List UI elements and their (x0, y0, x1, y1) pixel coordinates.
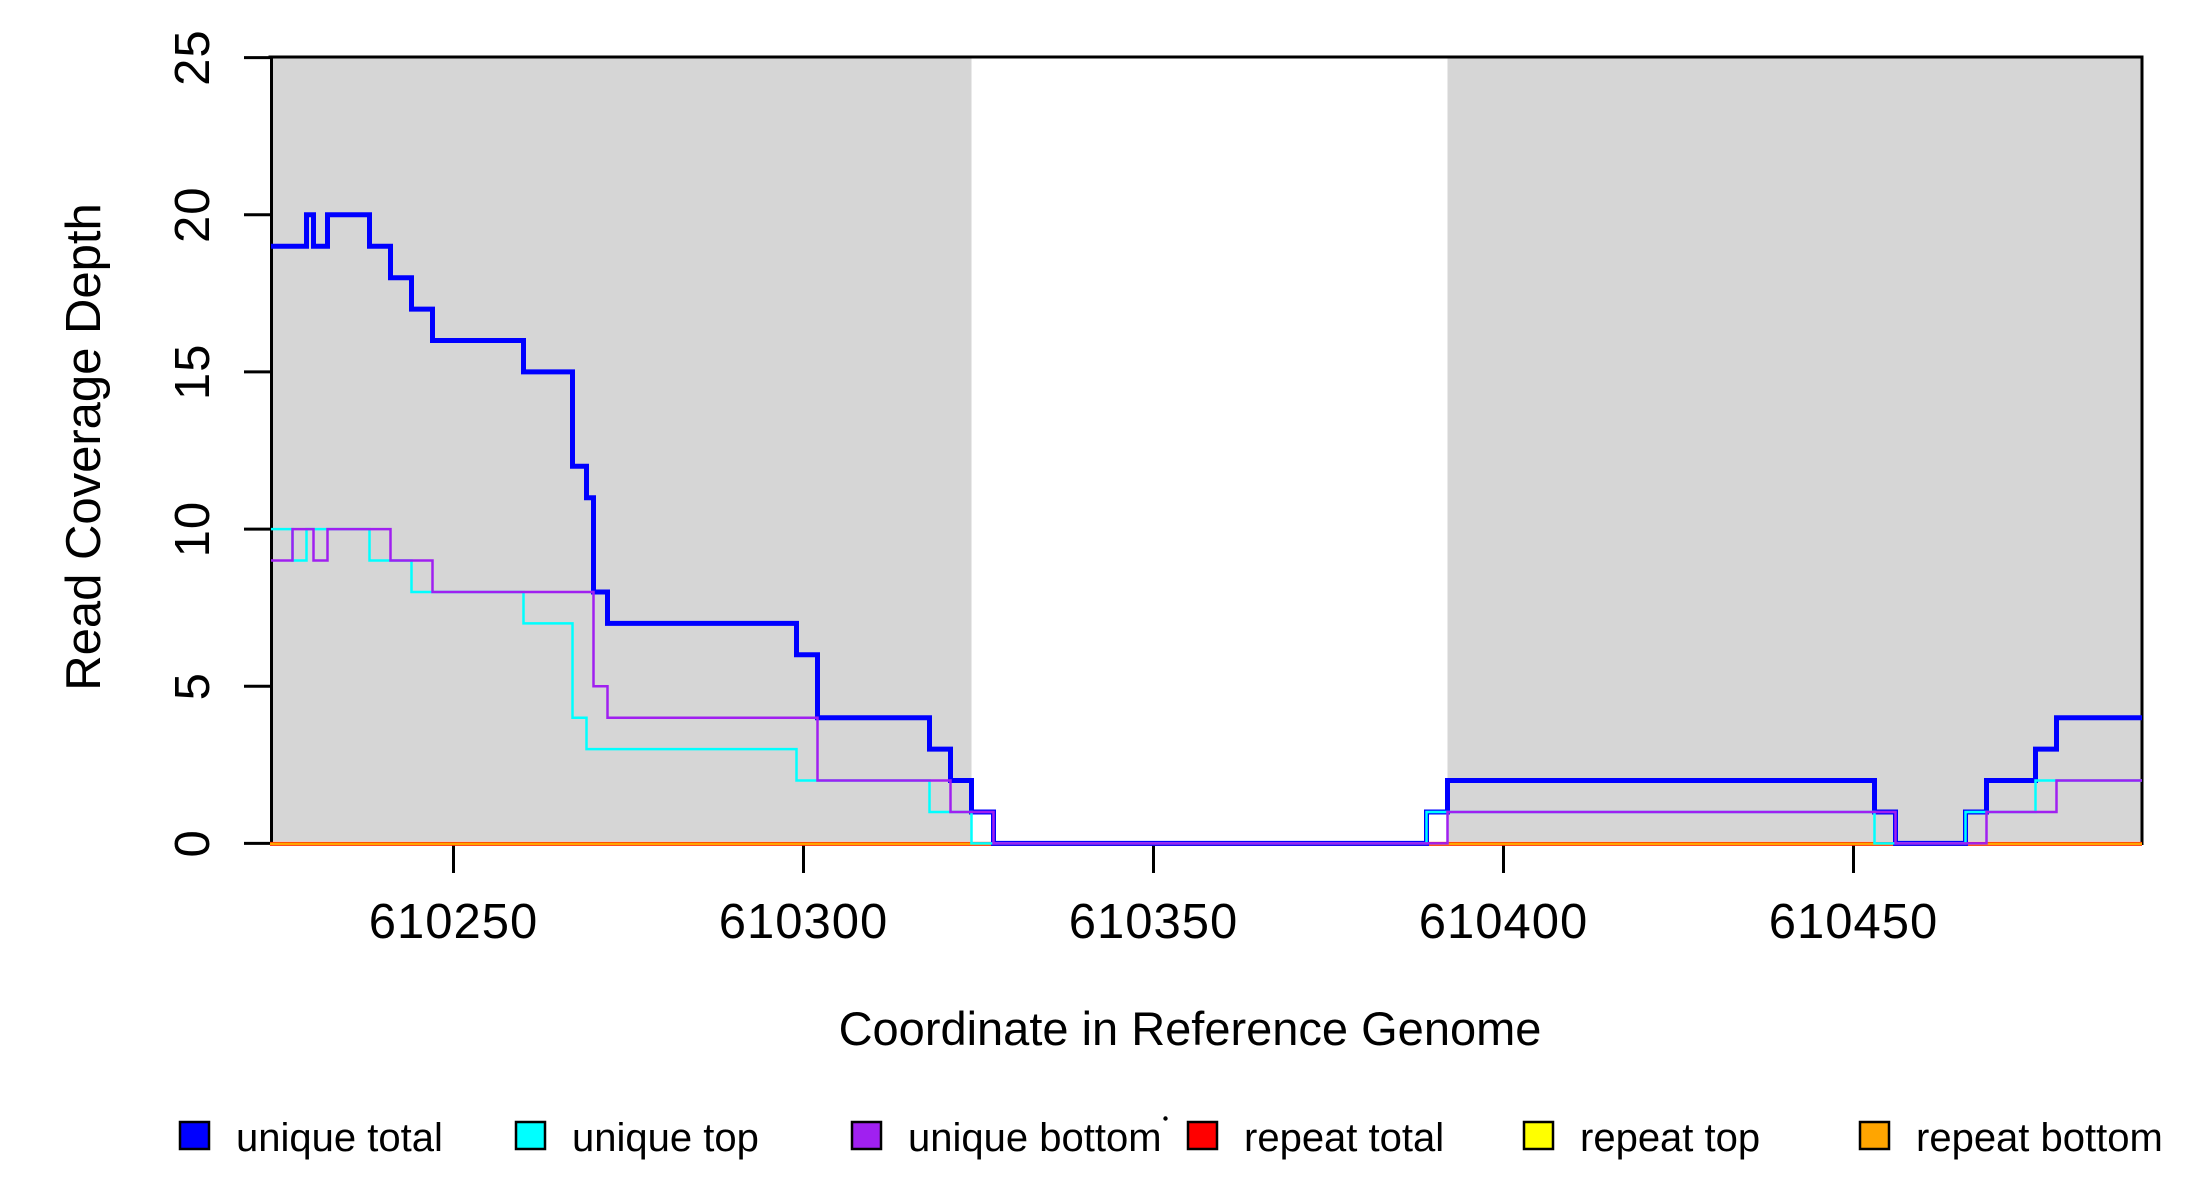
svg-text:5: 5 (166, 672, 220, 700)
svg-text:repeat bottom: repeat bottom (1916, 1116, 2163, 1160)
svg-text:Read Coverage Depth: Read Coverage Depth (57, 203, 111, 691)
svg-text:15: 15 (166, 344, 220, 401)
svg-text:25: 25 (166, 29, 220, 86)
svg-text:Coordinate in Reference Genome: Coordinate in Reference Genome (839, 1002, 1542, 1055)
svg-text:20: 20 (166, 187, 220, 244)
svg-text:unique total: unique total (236, 1116, 443, 1160)
svg-text:repeat top: repeat top (1580, 1116, 1760, 1160)
svg-text:unique top: unique top (572, 1116, 759, 1160)
svg-text:unique bottom: unique bottom (908, 1116, 1162, 1160)
svg-text:610250: 610250 (369, 895, 539, 949)
svg-text:610400: 610400 (1419, 895, 1589, 949)
svg-text:610300: 610300 (719, 895, 889, 949)
svg-text:0: 0 (166, 829, 220, 857)
svg-text:10: 10 (166, 501, 220, 558)
svg-text:610450: 610450 (1769, 895, 1939, 949)
svg-text:repeat total: repeat total (1244, 1116, 1444, 1160)
svg-text:610350: 610350 (1069, 895, 1239, 949)
